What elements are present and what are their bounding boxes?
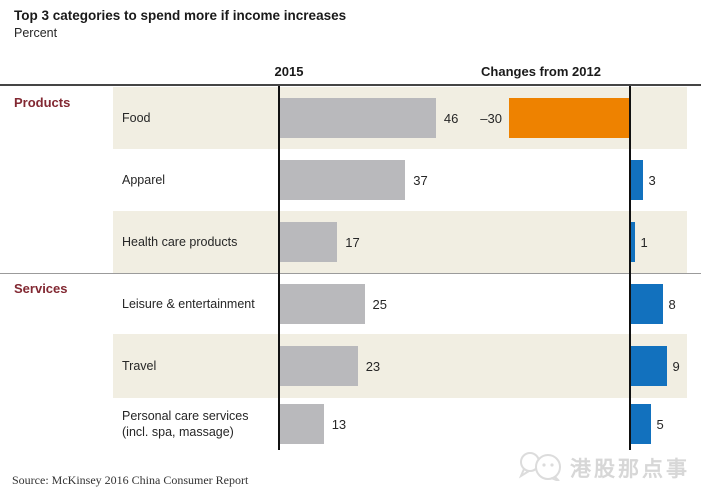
bar-2015 [279, 346, 358, 386]
chart-row: Apparel 37 3 [0, 149, 701, 211]
value-label-2015: 46 [443, 110, 459, 126]
row-label: Apparel [122, 172, 166, 187]
section-divider-line [0, 273, 701, 274]
value-label-change: –30 [480, 110, 502, 126]
value-label-2015: 23 [365, 358, 381, 374]
chart-row: Personal care services (incl. spa, massag… [0, 398, 701, 450]
bar-change [509, 98, 629, 138]
chart-rows-area: Food 46 –30 Apparel 37 3 Health care products 1… [0, 87, 701, 450]
row-label: Travel [122, 358, 157, 373]
value-label-2015: 13 [331, 416, 347, 432]
bar-2015 [279, 98, 436, 138]
bar-change [630, 404, 651, 444]
row-background [113, 334, 687, 398]
value-label-change: 8 [668, 296, 676, 312]
value-label-change: 1 [640, 234, 648, 250]
bar-change [630, 160, 643, 200]
bar-change [630, 284, 663, 324]
row-background [113, 211, 687, 273]
bar-2015 [279, 284, 365, 324]
section-label-services: Services [14, 281, 68, 296]
value-label-change: 9 [672, 358, 680, 374]
watermark-text: 港股那点事 [570, 457, 690, 481]
value-label-change: 5 [656, 416, 664, 432]
bar-2015 [279, 160, 406, 200]
wechat-logo-icon [518, 449, 564, 486]
value-label-2015: 25 [372, 296, 387, 312]
row-label: Food [122, 110, 151, 125]
bar-2015 [279, 222, 338, 262]
chart-row: Food 46 –30 [0, 87, 701, 149]
axis-line-changes [629, 86, 631, 450]
bar-change [630, 222, 635, 262]
column-header-changes: Changes from 2012 [481, 64, 601, 79]
axis-line-2015 [278, 86, 280, 450]
section-label-products: Products [14, 95, 71, 110]
chart-row: Leisure & entertainment 25 8 [0, 274, 701, 334]
source-note: Source: McKinsey 2016 China Consumer Rep… [12, 473, 249, 487]
header-divider-line [0, 84, 701, 86]
chart-title: Top 3 categories to spend more if income… [14, 8, 347, 23]
bar-change [630, 346, 667, 386]
chart-row: Health care products 17 1 [0, 211, 701, 273]
value-label-change: 3 [648, 172, 656, 188]
bar-2015 [279, 404, 324, 444]
chart-row: Travel 23 9 [0, 334, 701, 398]
value-label-2015: 37 [413, 172, 428, 188]
value-label-2015: 17 [345, 234, 360, 250]
row-label: Leisure & entertainment [122, 296, 255, 311]
watermark: 港股那点事 [518, 449, 690, 486]
column-header-2015: 2015 [274, 64, 304, 79]
row-label: Health care products [122, 234, 238, 249]
row-label: Personal care services (incl. spa, massag… [122, 408, 249, 439]
chart-unit-label: Percent [14, 26, 58, 40]
